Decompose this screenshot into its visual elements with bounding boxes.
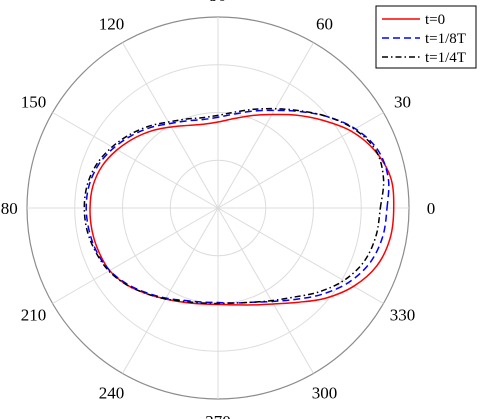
angle-tick-label: 150 (21, 93, 47, 112)
grid-spoke (52, 207, 219, 304)
angle-tick-label: 30 (394, 93, 411, 112)
angle-tick-label: 120 (99, 15, 125, 34)
polar-grid (26, 16, 410, 400)
angle-tick-label: 180 (0, 199, 18, 218)
grid-spoke (217, 207, 314, 374)
grid-spoke (52, 112, 219, 209)
series-line-1 (89, 113, 395, 306)
angle-tick-label: 210 (21, 306, 47, 325)
grid-spoke (122, 207, 219, 374)
legend-box (375, 5, 477, 69)
grid-spoke (217, 112, 384, 209)
legend-label-1: t=0 (425, 12, 445, 28)
angle-tick-label: 300 (312, 383, 338, 402)
grid-spoke (122, 42, 219, 209)
legend-label-3: t=1/4T (425, 50, 466, 66)
series-layer (83, 107, 395, 306)
series-line-2 (85, 109, 390, 304)
angle-tick-labels: 0 30 60 90 120 150 180 210 240 270 300 330 (0, 0, 435, 419)
angle-tick-label: 240 (99, 383, 125, 402)
angle-tick-label: 90 (210, 0, 227, 5)
angle-tick-label: 330 (390, 306, 416, 325)
angle-tick-label: 0 (427, 199, 436, 218)
legend-label-2: t=1/8T (425, 31, 466, 47)
grid-spoke (217, 42, 314, 209)
angle-tick-label: 270 (205, 412, 231, 419)
series-line-3 (83, 107, 385, 305)
legend: t=0 t=1/8T t=1/4T (375, 5, 477, 69)
grid-spoke (217, 207, 384, 304)
angle-tick-label: 60 (316, 15, 333, 34)
